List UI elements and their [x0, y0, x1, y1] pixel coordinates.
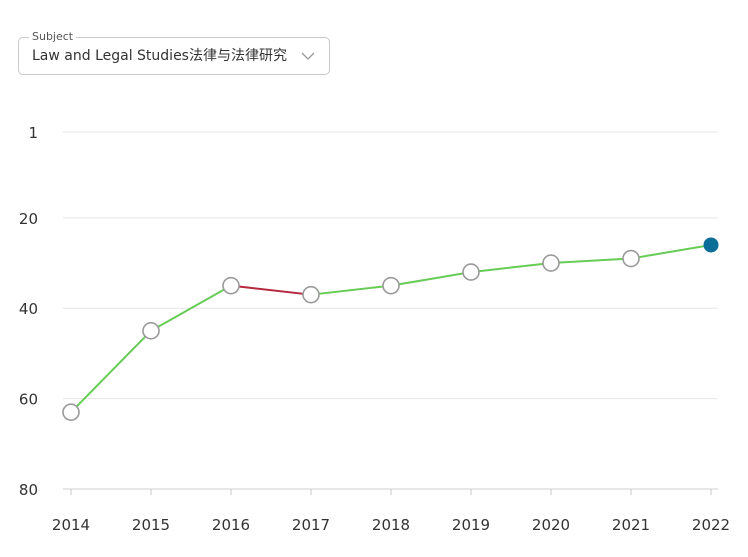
x-tick-label: 2020 [532, 516, 570, 534]
line-segment-up [470, 262, 552, 274]
x-tick-label: 2014 [52, 516, 90, 534]
x-tick-label: 2016 [212, 516, 250, 534]
x-tick-label: 2015 [132, 516, 170, 534]
rank-point[interactable] [142, 322, 160, 340]
line-segment-down [230, 284, 312, 296]
x-tick-label: 2018 [372, 516, 410, 534]
y-tick-label: 60 [19, 391, 38, 409]
line-segment-up [70, 329, 152, 414]
y-tick-label: 80 [19, 481, 38, 499]
rank-point[interactable] [382, 276, 400, 295]
subject-select-value: Law and Legal Studies法律与法律研究 [32, 48, 287, 64]
line-segment-up [550, 257, 632, 265]
line-segment-up [150, 284, 232, 332]
x-tick-label: 2019 [452, 516, 490, 534]
subject-select[interactable]: Subject Law and Legal Studies法律与法律研究 [18, 30, 330, 75]
x-tick-label: 2022 [692, 516, 730, 534]
x-tick-label: 2021 [612, 516, 650, 534]
rank-point[interactable] [542, 254, 560, 272]
chevron-down-icon [301, 52, 315, 60]
line-segment-up [390, 271, 472, 287]
line-segment-up [630, 243, 712, 260]
current-rank-point[interactable] [703, 237, 719, 253]
y-tick-label: 40 [19, 300, 38, 318]
rank-point[interactable] [462, 263, 480, 281]
line-segment-up [310, 284, 392, 296]
rank-point[interactable] [62, 403, 80, 421]
rank-point[interactable] [302, 285, 320, 304]
rank-point[interactable] [622, 249, 640, 268]
y-tick-label: 20 [19, 210, 38, 228]
rank-point[interactable] [222, 276, 240, 295]
subject-select-label: Subject [29, 30, 77, 44]
x-tick-label: 2017 [292, 516, 330, 534]
y-tick-label: 1 [28, 124, 38, 142]
